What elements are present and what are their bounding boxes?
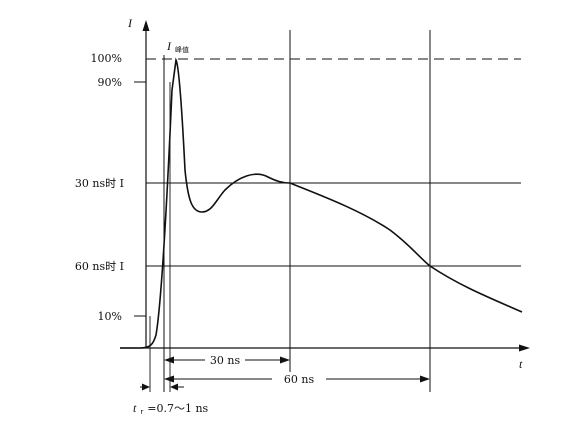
- level-60ns-label: 60 ns时 I: [75, 260, 124, 273]
- peak-label: I 峰值: [166, 37, 189, 54]
- x-axis-label: t: [519, 357, 523, 371]
- y-axis-arrow-icon: [142, 20, 150, 31]
- dim-30ns-right-arrow-icon: [280, 356, 290, 364]
- rise-time-value: =0.7～1 ns: [147, 402, 208, 415]
- rise-time-symbol: t: [133, 401, 137, 415]
- rise-arrow-left-icon: [142, 383, 150, 391]
- rise-time-label: t r =0.7～1 ns: [133, 399, 209, 418]
- level-30ns-label: 30 ns时 I: [75, 177, 124, 190]
- current-waveform-curve: [120, 57, 523, 349]
- level-90-label: 90%: [98, 76, 122, 89]
- peak-label-sub: 峰值: [175, 45, 189, 54]
- dim-60ns-right-arrow-icon: [420, 375, 430, 383]
- level-10-label: 10%: [98, 310, 122, 323]
- rise-arrow-right-icon: [170, 383, 178, 391]
- y-axis-label: I: [127, 16, 133, 30]
- dim-30ns-left-arrow-icon: [164, 356, 174, 364]
- x-axis-arrow-icon: [519, 344, 530, 352]
- dim-60ns-left-arrow-icon: [164, 375, 174, 383]
- rise-time-subscript: r: [140, 408, 143, 416]
- peak-label-main: I: [166, 39, 172, 53]
- dim-30ns-label: 30 ns: [210, 354, 241, 367]
- dim-60ns-label: 60 ns: [284, 373, 315, 386]
- level-100-label: 100%: [91, 52, 122, 65]
